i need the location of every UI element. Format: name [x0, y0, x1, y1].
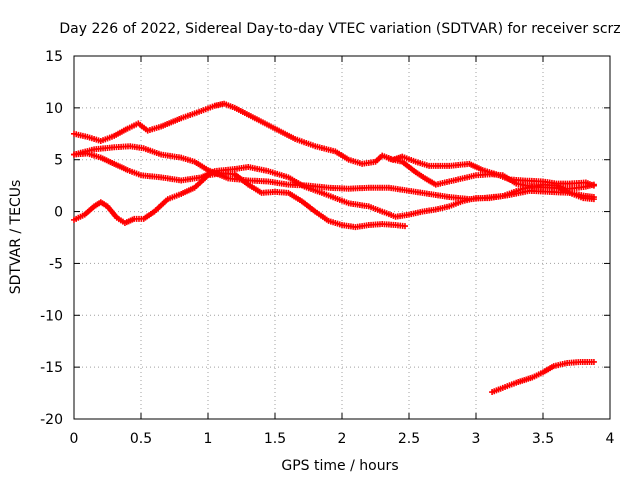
x-tick-label: 3: [472, 431, 481, 447]
tick-marks: [73, 55, 611, 420]
y-tick-labels: 15 10 5 0 -5 -10 -15 -20: [40, 49, 63, 428]
y-tick-label: -5: [49, 256, 63, 272]
x-tick-label: 3.5: [532, 431, 554, 447]
series-track-e: [385, 155, 597, 192]
x-tick-label: 2.5: [398, 431, 420, 447]
data-point: [590, 181, 597, 188]
y-tick-label: -20: [40, 412, 63, 428]
y-tick-label: -15: [40, 360, 63, 376]
data-point: [590, 358, 597, 365]
x-tick-labels: 0 0.5 1 1.5 2 2.5 3 3.5 4: [70, 431, 615, 447]
series-track-f: [489, 358, 597, 396]
series-track-c: [71, 150, 597, 220]
y-tick-label: 15: [45, 49, 63, 65]
data-point: [590, 194, 597, 201]
data-point: [401, 223, 408, 230]
y-axis-label: SDTVAR / TECUs: [8, 180, 24, 295]
x-tick-label: 0: [70, 431, 79, 447]
y-tick-label: -10: [40, 308, 63, 324]
x-tick-label: 2: [338, 431, 347, 447]
x-tick-label: 1.5: [264, 431, 286, 447]
series-track-d: [71, 170, 408, 231]
y-tick-label: 5: [54, 153, 63, 169]
x-tick-label: 4: [606, 431, 615, 447]
y-tick-label: 0: [54, 205, 63, 221]
y-tick-label: 10: [45, 101, 63, 117]
x-tick-label: 1: [204, 431, 213, 447]
data-points: [71, 100, 597, 396]
grid: [74, 56, 610, 419]
x-tick-label: 0.5: [130, 431, 152, 447]
chart-title: Day 226 of 2022, Sidereal Day-to-day VTE…: [59, 21, 620, 37]
x-axis-label: GPS time / hours: [281, 458, 398, 474]
